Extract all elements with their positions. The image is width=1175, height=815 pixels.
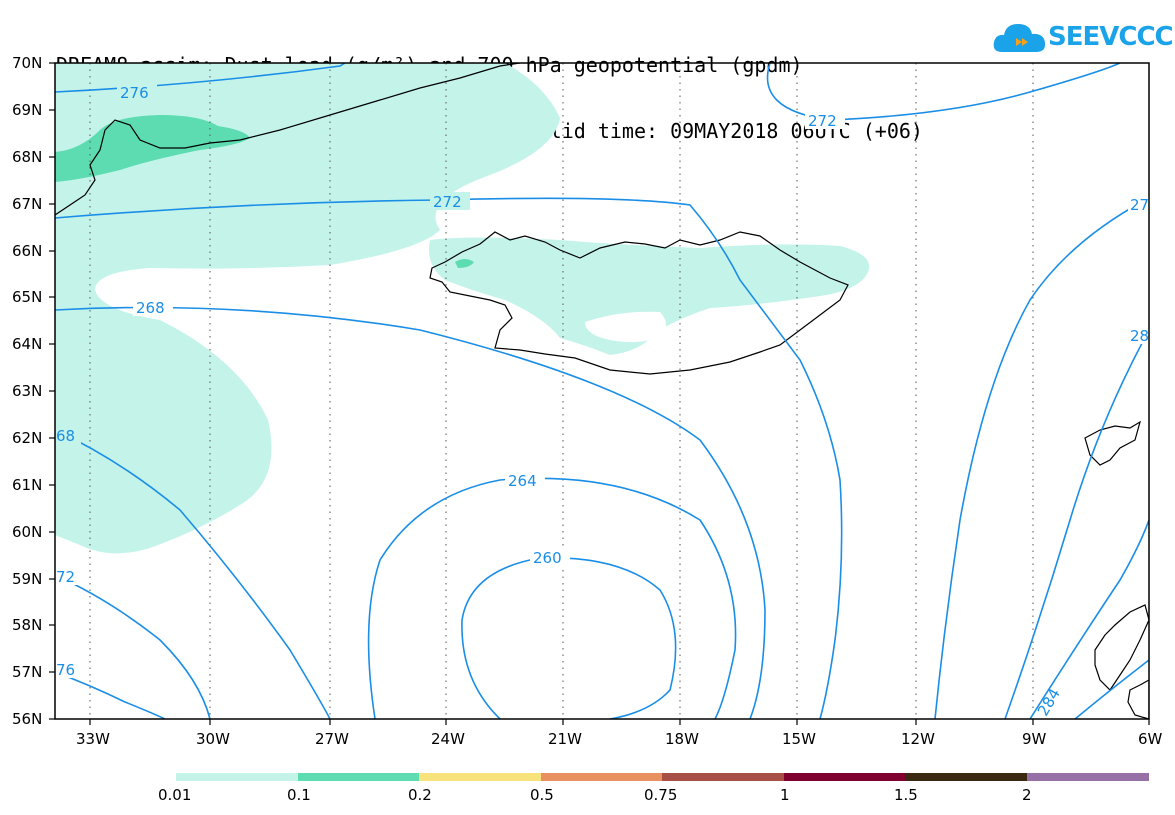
grid-lines (89, 63, 1034, 719)
label-27: 27 (1130, 196, 1149, 214)
greenland-coast (55, 63, 521, 216)
longitude-axis (89, 719, 1150, 725)
lon-label: 15W (782, 730, 816, 748)
lat-label: 66N (12, 242, 42, 260)
colorbar-label: 0.01 (158, 786, 191, 804)
label-264: 264 (508, 472, 537, 490)
contour-276-west (55, 671, 166, 719)
swatch-3 (541, 773, 662, 781)
colorbar-label: 1 (780, 786, 790, 804)
contour-268 (55, 306, 766, 719)
swatch-6 (906, 773, 1027, 781)
dust-area-small (455, 259, 474, 268)
lon-label: 6W (1138, 730, 1163, 748)
contour-272 (55, 197, 843, 719)
lon-label: 33W (76, 730, 110, 748)
contour-272-west (55, 574, 211, 719)
label-276: 276 (120, 84, 149, 102)
dust-area-west (55, 63, 560, 554)
label-72: 72 (56, 568, 75, 586)
lat-label: 67N (12, 195, 42, 213)
label-260: 260 (533, 549, 562, 567)
lon-label: 12W (901, 730, 935, 748)
lat-label: 56N (12, 710, 42, 728)
dust-gap (585, 311, 666, 343)
lat-label: 68N (12, 148, 42, 166)
geopotential-contours (55, 63, 1149, 719)
cloud-icon (993, 24, 1046, 52)
latitude-axis (49, 62, 55, 720)
lat-label: 62N (12, 429, 42, 447)
lat-label: 60N (12, 523, 42, 541)
dust-area-greenland (55, 115, 250, 182)
colorbar-label: 0.1 (287, 786, 311, 804)
scotland-coast (1094, 604, 1149, 691)
contour-288 (1074, 659, 1149, 719)
colorbar-label: 0.75 (644, 786, 677, 804)
label-68: 68 (56, 427, 75, 445)
lat-label: 59N (12, 570, 42, 588)
swatch-0 (176, 773, 298, 781)
lat-label: 69N (12, 101, 42, 119)
label-272-north: 272 (808, 112, 837, 130)
lon-label: 24W (431, 730, 465, 748)
contour-28-east (1004, 329, 1149, 719)
swatch-4 (662, 773, 784, 781)
swatch-5 (784, 773, 906, 781)
label-272: 272 (433, 193, 462, 211)
contour-268-west (55, 429, 331, 719)
lat-label: 65N (12, 288, 42, 306)
coastlines (55, 63, 1149, 719)
lat-label: 70N (12, 54, 42, 72)
lon-label: 9W (1022, 730, 1047, 748)
label-76: 76 (56, 661, 75, 679)
swatch-1 (298, 773, 419, 781)
lat-label: 61N (12, 476, 42, 494)
colorbar-swatches (176, 773, 1149, 781)
lon-label: 27W (315, 730, 349, 748)
iceland-coast (429, 231, 849, 375)
contour-264 (367, 477, 737, 719)
lon-label: 30W (196, 730, 230, 748)
colorbar-labels: 0.01 0.1 0.2 0.5 0.75 1 1.5 2 (158, 786, 1032, 804)
label-28: 28 (1130, 327, 1149, 345)
swatch-2 (419, 773, 541, 781)
hebrides-coast (1127, 679, 1149, 719)
contour-27-east (934, 197, 1149, 719)
colorbar-label: 1.5 (894, 786, 918, 804)
contour-labels: 276 272 272 27 268 28 68 264 260 72 76 2… (55, 83, 1149, 719)
lon-label: 21W (548, 730, 582, 748)
label-268: 268 (136, 299, 165, 317)
dust-area-iceland (429, 237, 870, 355)
colorbar-label: 0.5 (530, 786, 554, 804)
lat-label: 58N (12, 616, 42, 634)
swatch-7 (1027, 773, 1149, 781)
contour-272-north (766, 63, 1121, 121)
seevccc-logo: SEEVCCC (992, 18, 1174, 62)
contour-276 (55, 63, 346, 93)
lat-label: 57N (12, 663, 42, 681)
logo-text: SEEVCCC (1048, 22, 1174, 52)
contour-260 (461, 556, 677, 719)
lat-label: 64N (12, 335, 42, 353)
latitude-labels: 70N 69N 68N 67N 66N 65N 64N 63N 62N 61N … (12, 54, 42, 728)
colorbar-label: 2 (1022, 786, 1032, 804)
lat-label: 63N (12, 382, 42, 400)
lon-label: 18W (665, 730, 699, 748)
colorbar-label: 0.2 (408, 786, 432, 804)
contour-284 (1029, 519, 1149, 719)
longitude-labels: 33W 30W 27W 24W 21W 18W 15W 12W 9W 6W (76, 730, 1163, 748)
faroe-coast (1084, 420, 1141, 466)
